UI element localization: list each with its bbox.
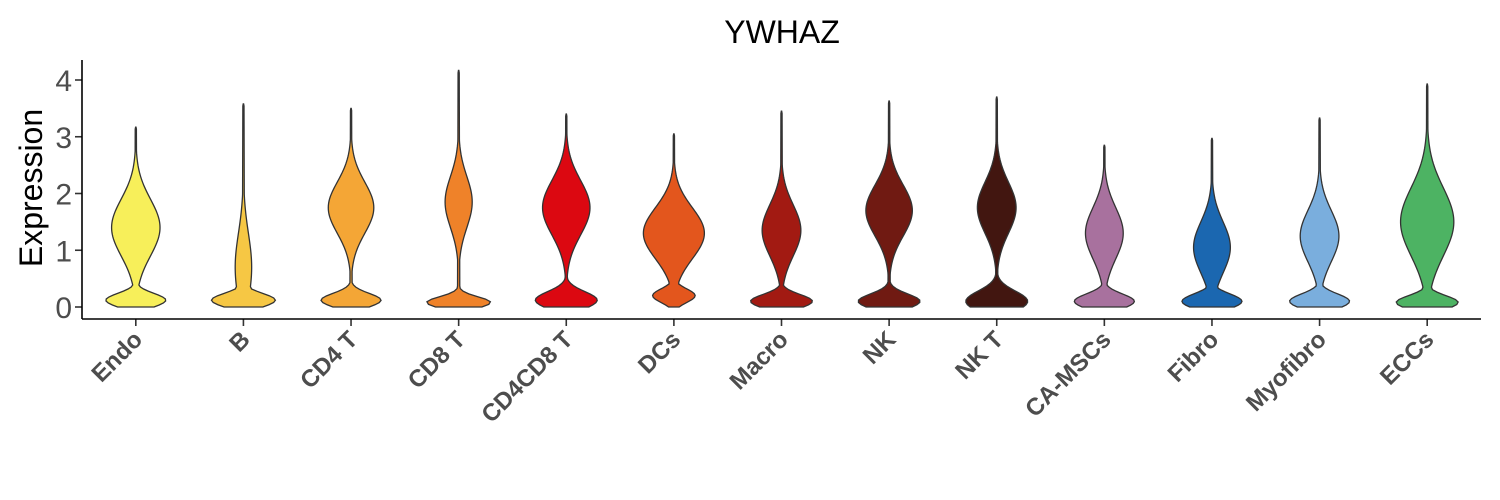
x-tick-label: Endo [87,326,149,388]
x-tick-label: Macro [725,326,794,395]
violin-ca-mscs [1073,144,1136,308]
x-tick-label: NK [858,326,902,370]
violin-macro [750,110,813,308]
violin-eccs [1395,83,1459,308]
x-tick-label: CD4CD8 T [476,326,578,428]
x-tick-label: ECCs [1375,326,1439,390]
violin-dcs [642,133,706,308]
violin-series [105,69,1459,308]
violin-cd4-t [320,107,382,308]
violin-b [210,103,277,308]
violin-cd4cd8-t [534,113,598,308]
x-tick-label: CA-MSCs [1020,326,1116,422]
violin-endo [105,126,167,308]
x-tick-label: DCs [633,326,686,379]
y-axis-label: Expression [13,109,49,267]
y-tick-label: 4 [55,65,72,98]
x-axis: Endo B CD4 T CD8 T CD4CD8 T DCs Macro NK NK T CA-… [87,319,1439,428]
y-tick-label: 3 [55,122,72,155]
violin-myofibro [1288,117,1351,308]
y-axis: 0 1 2 3 4 [55,65,82,325]
x-tick-label: B [224,326,255,357]
y-tick-label: 0 [55,292,72,325]
y-tick-label: 1 [55,235,72,268]
x-tick-label: Myofibro [1241,326,1332,417]
x-tick-label: CD4 T [295,326,363,394]
x-tick-label: NK T [950,326,1009,385]
x-tick-label: CD8 T [403,326,471,394]
violin-cd8-t [426,69,492,308]
violin-nk [857,100,921,308]
violin-nk-t [965,96,1029,308]
violin-fibro [1181,137,1243,308]
chart-title: YWHAZ [724,14,840,50]
x-tick-label: Fibro [1163,326,1225,388]
y-tick-label: 2 [55,179,72,212]
